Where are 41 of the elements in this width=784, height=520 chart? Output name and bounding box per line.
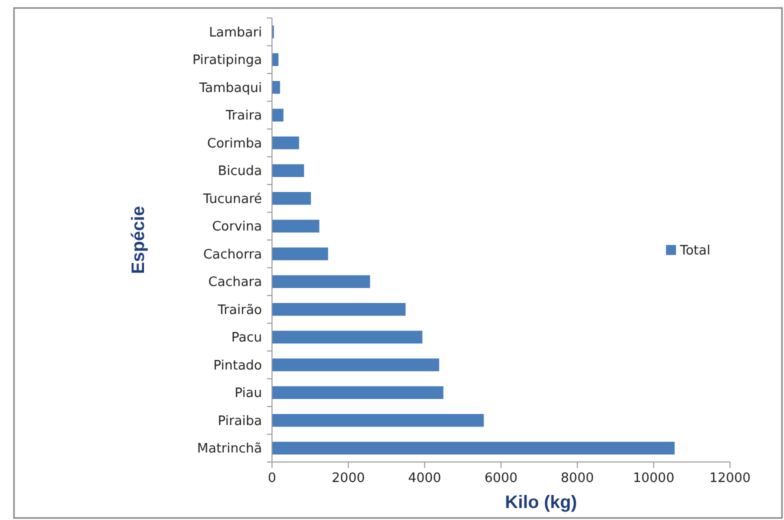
y-tick-label: Piau	[234, 386, 262, 402]
bar	[272, 136, 300, 150]
bar	[272, 302, 406, 316]
bar	[272, 330, 422, 344]
y-tick-label: Lambari	[208, 25, 262, 40]
y-tick-label: Tambaqui	[198, 80, 262, 96]
bar	[272, 358, 440, 372]
y-tick-label: Matrinchã	[197, 442, 262, 457]
y-tick-label: Piratipinga	[192, 53, 262, 68]
legend-label: Total	[679, 244, 710, 259]
bar	[272, 220, 320, 233]
y-tick-label: Tucunaré	[202, 192, 262, 207]
y-tick-label: Cachorra	[203, 247, 262, 262]
bar	[272, 80, 280, 94]
x-tick-label: 2000	[332, 471, 365, 486]
bar	[272, 442, 675, 455]
bar	[272, 108, 284, 122]
x-tick-label: 4000	[408, 471, 442, 486]
bar	[272, 192, 311, 205]
y-tick-label: Piraiba	[218, 414, 262, 429]
y-tick-label: Bicuda	[218, 164, 262, 180]
x-axis-title: Kilo (kg)	[505, 492, 577, 512]
x-tick-label: 12000	[709, 471, 751, 486]
y-tick-label: Traira	[224, 108, 262, 124]
y-tick-label: Trairão	[216, 302, 262, 318]
y-axis-title: Espécie	[128, 206, 148, 274]
x-tick-label: 6000	[484, 471, 518, 486]
y-tick-label: Pacu	[231, 330, 262, 346]
y-tick-label: Corimba	[207, 136, 262, 152]
x-tick-label: 8000	[560, 471, 594, 486]
y-tick-label: Corvina	[212, 220, 262, 235]
bar	[272, 247, 328, 260]
bar	[272, 414, 484, 427]
y-tick-label: Cachara	[208, 275, 262, 290]
y-tick-label: Pintado	[213, 358, 262, 374]
x-tick-label: 0	[268, 471, 276, 486]
bar	[272, 386, 444, 400]
bar	[272, 53, 278, 66]
bar	[272, 275, 370, 288]
bar	[272, 164, 304, 178]
x-tick-label: 10000	[632, 471, 674, 486]
